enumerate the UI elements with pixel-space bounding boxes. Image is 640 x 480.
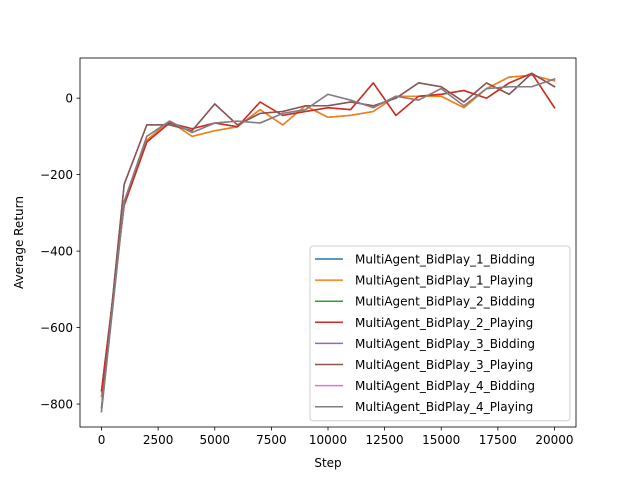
y-tick-label: −400 [40, 245, 73, 259]
legend: MultiAgent_BidPlay_1_Bidding MultiAgent_B… [309, 245, 571, 422]
x-tick-label: 17500 [479, 433, 517, 447]
series-line-6 [100, 72, 556, 409]
legend-box [309, 245, 571, 422]
legend-label-1: MultiAgent_BidPlay_1_Bidding [355, 253, 535, 267]
legend-label-5: MultiAgent_BidPlay_3_Bidding [355, 337, 535, 351]
y-tick-label: −800 [40, 398, 73, 412]
x-tick-label: 10000 [309, 433, 347, 447]
x-axis-ticks: 0 2500 5000 7500 10000 12500 15000 17500 20000 [98, 427, 574, 447]
legend-label-4: MultiAgent_BidPlay_2_Playing [355, 316, 533, 330]
y-axis-ticks: 0 −200 −400 −600 −800 [40, 92, 80, 412]
legend-label-3: MultiAgent_BidPlay_2_Bidding [355, 295, 535, 309]
x-tick-label: 5000 [199, 433, 230, 447]
legend-label-6: MultiAgent_BidPlay_3_Playing [355, 358, 533, 372]
x-axis-label: Step [314, 456, 341, 470]
x-tick-label: 0 [98, 433, 106, 447]
x-tick-label: 7500 [256, 433, 287, 447]
legend-label-7: MultiAgent_BidPlay_4_Bidding [355, 379, 535, 393]
y-tick-label: 0 [65, 92, 73, 106]
series-layer [100, 72, 556, 413]
x-tick-label: 12500 [366, 433, 404, 447]
x-tick-label: 20000 [535, 433, 573, 447]
y-axis-label: Average Return [12, 196, 26, 289]
y-tick-label: −200 [40, 168, 73, 182]
legend-label-2: MultiAgent_BidPlay_1_Playing [355, 274, 533, 288]
y-tick-label: −600 [40, 321, 73, 335]
legend-label-8: MultiAgent_BidPlay_4_Playing [355, 400, 533, 414]
series-line-8 [100, 78, 556, 413]
x-tick-label: 2500 [143, 433, 174, 447]
x-tick-label: 15000 [422, 433, 460, 447]
